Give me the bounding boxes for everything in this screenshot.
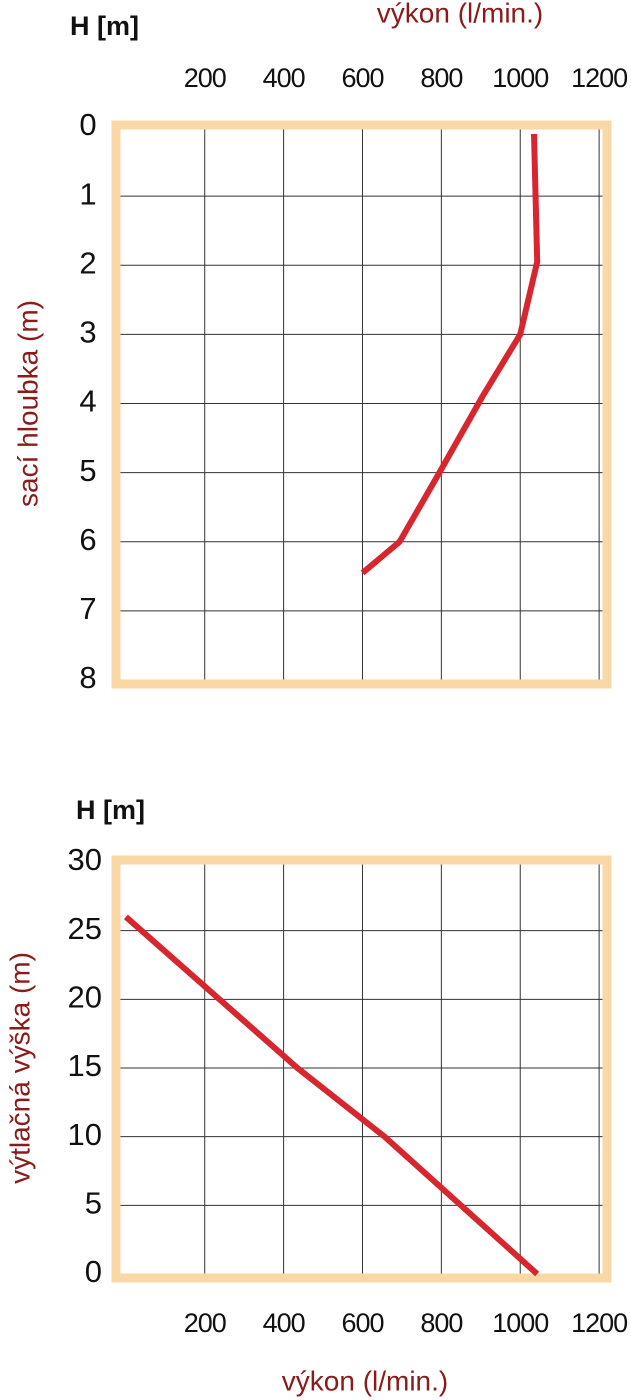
x-tick-label: 800 (420, 63, 462, 93)
y-tick-label: 2 (79, 245, 96, 280)
x-tick-label: 400 (263, 63, 305, 93)
y-tick-label: 7 (79, 591, 96, 626)
y-axis-title: výtlačná výška (m) (4, 952, 35, 1184)
y-tick-label: 25 (68, 911, 102, 946)
y-tick-label: 0 (79, 107, 96, 142)
y-unit-label: H [m] (70, 11, 139, 41)
plot-frame (111, 120, 612, 689)
y-tick-label: 1 (79, 176, 96, 211)
y-tick-label: 4 (79, 384, 96, 419)
x-tick-label: 800 (420, 1308, 462, 1338)
x-tick-label: 200 (184, 1308, 226, 1338)
y-tick-label: 5 (79, 453, 96, 488)
x-tick-label: 1200 (571, 1308, 627, 1338)
y-tick-label: 5 (85, 1186, 102, 1221)
plot-background (116, 125, 607, 684)
y-tick-label: 15 (68, 1048, 102, 1083)
y-tick-label: 8 (79, 660, 96, 695)
x-tick-label: 1000 (492, 63, 548, 93)
y-tick-label: 6 (79, 522, 96, 557)
y-unit-label: H [m] (76, 795, 145, 825)
x-tick-label: 600 (341, 1308, 383, 1338)
plot-frame (111, 855, 612, 1283)
plot-background (116, 860, 607, 1278)
y-tick-label: 30 (68, 842, 102, 877)
y-axis-title: sací hloubka (m) (12, 300, 43, 507)
data-line (123, 914, 540, 1277)
x-tick-label: 200 (184, 63, 226, 93)
x-tick-label: 1200 (571, 63, 627, 93)
x-axis-title: výkon (l/min.) (377, 0, 543, 28)
y-tick-label: 0 (85, 1254, 102, 1289)
data-line (360, 133, 541, 576)
x-axis-title: výkon (l/min.) (282, 1365, 448, 1396)
y-tick-label: 3 (79, 315, 96, 350)
y-tick-label: 10 (68, 1117, 102, 1152)
y-tick-label: 20 (68, 980, 102, 1015)
x-tick-label: 1000 (492, 1308, 548, 1338)
x-tick-label: 400 (263, 1308, 305, 1338)
x-tick-label: 600 (341, 63, 383, 93)
